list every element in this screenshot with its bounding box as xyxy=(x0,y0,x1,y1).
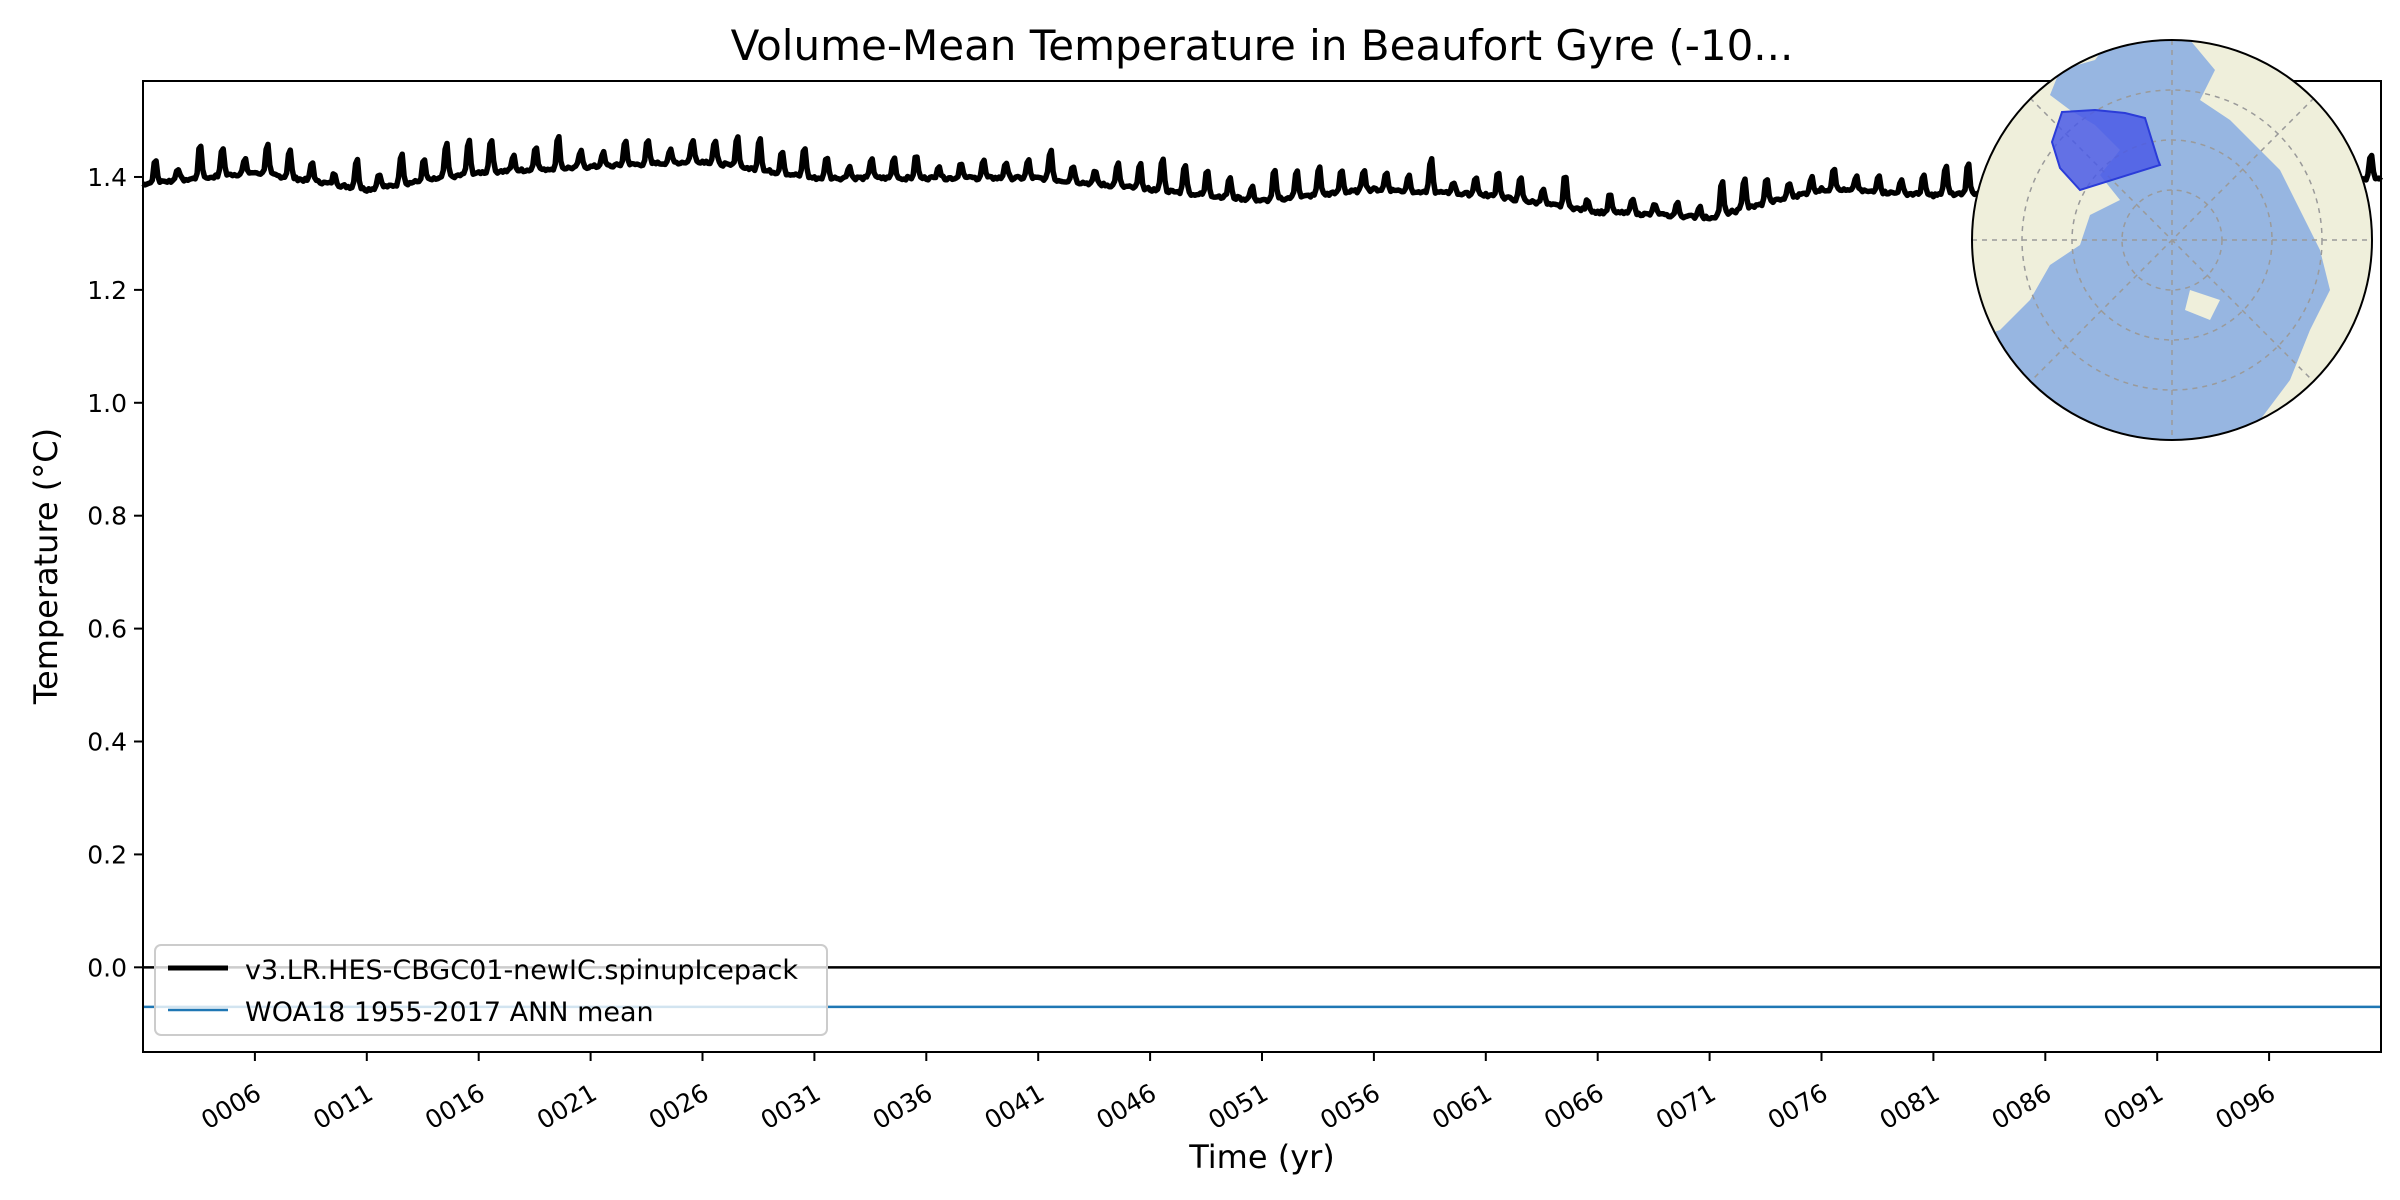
map-region-beaufort-gyre xyxy=(2050,108,2162,192)
x-tick-label: 0036 xyxy=(868,1078,938,1135)
x-tick-label: 0051 xyxy=(1203,1078,1273,1135)
x-axis: 0006 0011 0016 0021 0026 0031 0036 0041 0046 0051… xyxy=(196,1052,2280,1135)
y-tick-label: 0.4 xyxy=(87,728,127,757)
y-tick-label: 1.2 xyxy=(87,276,127,305)
map-land-islands xyxy=(2055,180,2220,320)
x-tick-label: 0026 xyxy=(644,1078,714,1135)
legend-box xyxy=(154,944,828,1036)
legend-label-model: v3.LR.HES-CBGC01-newIC.spinupIcepack xyxy=(245,955,798,986)
x-tick-label: 0016 xyxy=(420,1078,490,1135)
x-tick-label: 0066 xyxy=(1539,1078,1609,1135)
x-tick-label: 0011 xyxy=(308,1078,378,1135)
x-tick-label: 0081 xyxy=(1875,1078,1945,1135)
x-tick-label: 0091 xyxy=(2099,1078,2169,1135)
y-tick-label: 1.4 xyxy=(87,163,127,192)
x-tick-label: 0096 xyxy=(2210,1078,2280,1135)
x-tick-label: 0021 xyxy=(532,1078,602,1135)
x-tick-label: 0046 xyxy=(1091,1078,1161,1135)
y-axis: 0.0 0.2 0.4 0.6 0.8 1.0 1.2 1.4 xyxy=(87,163,143,982)
x-tick-label: 0041 xyxy=(980,1078,1050,1135)
y-tick-label: 0.2 xyxy=(87,840,127,869)
map-border xyxy=(1971,39,2373,441)
map-land-eurasia xyxy=(2190,40,2372,440)
plot-frame xyxy=(142,80,2382,1053)
x-tick-label: 0006 xyxy=(196,1078,266,1135)
x-tick-label: 0056 xyxy=(1315,1078,1385,1135)
legend-label-obs: WOA18 1955-2017 ANN mean xyxy=(245,997,654,1028)
inset-map xyxy=(1971,39,2373,441)
y-axis-label: Temperature (°C) xyxy=(27,428,65,705)
legend: v3.LR.HES-CBGC01-newIC.spinupIcepack WOA… xyxy=(154,944,828,1036)
x-axis-label: Time (yr) xyxy=(1188,1138,1335,1176)
y-tick-label: 1.0 xyxy=(87,389,127,418)
y-tick-label: 0.8 xyxy=(87,502,127,531)
x-tick-label: 0071 xyxy=(1651,1078,1721,1135)
chart-title: Volume-Mean Temperature in Beaufort Gyre… xyxy=(731,21,1794,70)
y-tick-label: 0.6 xyxy=(87,615,127,644)
x-tick-label: 0061 xyxy=(1427,1078,1497,1135)
x-tick-label: 0086 xyxy=(1987,1078,2057,1135)
x-tick-label: 0076 xyxy=(1763,1078,1833,1135)
y-tick-label: 0.0 xyxy=(87,953,127,982)
x-tick-label: 0031 xyxy=(756,1078,826,1135)
